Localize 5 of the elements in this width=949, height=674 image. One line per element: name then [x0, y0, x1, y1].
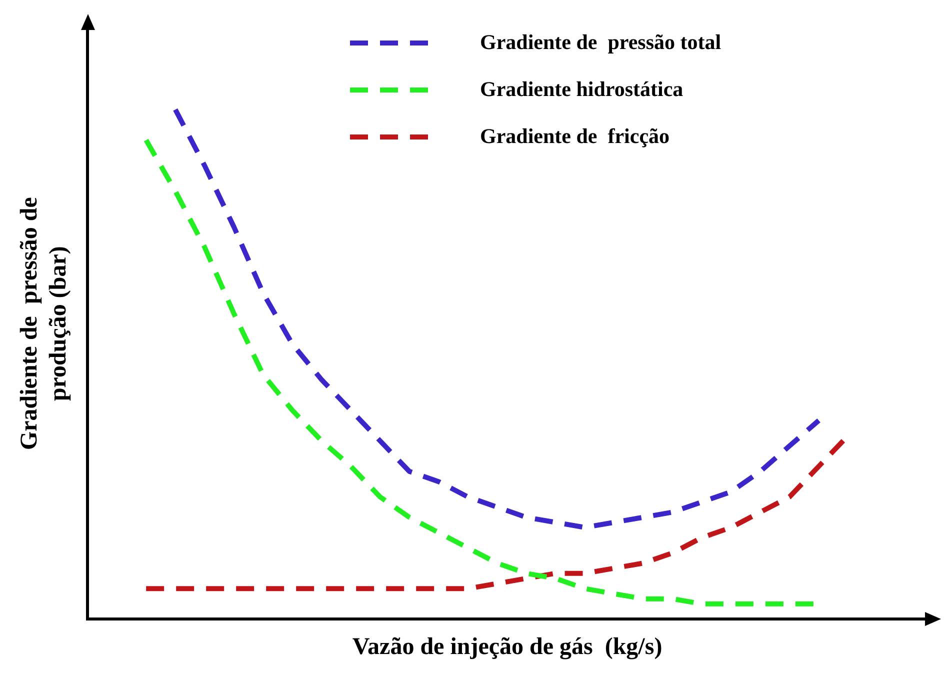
y-axis-title: Gradiente de pressão de produção (bar): [16, 196, 72, 450]
legend-label: Gradiente hidrostática: [480, 77, 684, 102]
x-axis-title: Vazão de injeção de gás (kg/s): [352, 634, 662, 660]
legend-label: Gradiente de fricção: [480, 124, 670, 149]
legend-label: Gradiente de pressão total: [480, 30, 722, 55]
